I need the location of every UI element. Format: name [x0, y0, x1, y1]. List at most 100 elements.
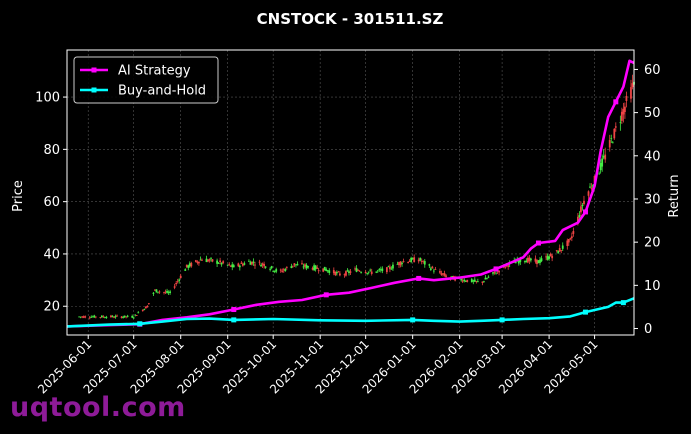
chart-title: CNSTOCK - 301511.SZ — [257, 10, 444, 28]
candle-body — [282, 269, 285, 271]
series-marker — [231, 307, 237, 313]
candle-body — [432, 270, 435, 272]
candle-body — [317, 270, 320, 272]
candle-body — [445, 275, 447, 278]
candle-body — [577, 216, 579, 222]
series-line-ai-strategy — [66, 59, 635, 328]
candle-body — [526, 257, 529, 263]
candle-body — [316, 267, 319, 269]
candle-body — [167, 292, 170, 293]
candle-body — [295, 264, 297, 266]
candle-body — [514, 261, 517, 264]
candle-body — [126, 315, 129, 317]
candle-body — [589, 186, 591, 188]
candle-body — [270, 266, 273, 269]
candle-body — [570, 236, 573, 239]
candle-body — [187, 265, 190, 268]
candle-body — [551, 255, 554, 259]
candle-body — [190, 262, 193, 267]
candle-body — [487, 276, 490, 278]
y-axis-label-right: Return — [667, 174, 682, 217]
candle-body — [549, 253, 552, 257]
candle-body — [517, 260, 520, 264]
candle-body — [355, 268, 358, 272]
candle-body — [251, 261, 253, 265]
candle-body — [188, 263, 191, 267]
candle-body — [173, 286, 176, 288]
candle-body — [100, 315, 103, 318]
candle-body — [155, 289, 158, 293]
candle-body — [157, 291, 159, 293]
candle-body — [166, 290, 168, 293]
candle-body — [561, 245, 564, 249]
candle-body — [613, 128, 616, 139]
candle-body — [358, 270, 361, 272]
candle-body — [348, 271, 350, 273]
candle-body — [238, 265, 241, 268]
legend-label: AI Strategy — [118, 64, 191, 79]
plot-frame — [66, 49, 635, 336]
candle-body — [90, 316, 93, 318]
candle-body — [614, 126, 617, 128]
candle-body — [555, 250, 558, 252]
candle-body — [254, 264, 256, 266]
candle-body — [492, 272, 494, 274]
candle-body — [381, 268, 384, 271]
candle-body — [102, 316, 105, 318]
candle-body — [504, 266, 507, 268]
candle-body — [143, 308, 146, 310]
candle-body — [580, 206, 582, 213]
candle-body — [366, 273, 369, 274]
candle-body — [390, 268, 393, 270]
candle-body — [581, 204, 584, 207]
candle-body — [313, 265, 316, 271]
candle-body — [301, 263, 303, 265]
candle-body — [423, 261, 426, 265]
candle-body — [334, 271, 337, 276]
candle-body — [111, 315, 114, 317]
candle-body — [569, 238, 572, 240]
candle-body — [135, 315, 138, 317]
candle-body — [523, 260, 526, 262]
candle-body — [199, 259, 202, 261]
candle-body — [228, 263, 231, 265]
candle-body — [208, 259, 211, 261]
candle-body — [304, 264, 306, 267]
candle-body — [495, 273, 497, 275]
candle-body — [184, 269, 187, 271]
candle-body — [408, 261, 411, 262]
candle-body — [240, 262, 243, 264]
candle-body — [210, 258, 212, 260]
candle-body — [314, 265, 317, 270]
candle-body — [325, 269, 328, 271]
candle-body — [122, 316, 124, 318]
candle-body — [94, 316, 97, 318]
candle-body — [590, 188, 593, 190]
candle-body — [461, 280, 464, 282]
candle-body — [201, 259, 203, 261]
candle-body — [281, 270, 284, 272]
candle-body — [243, 263, 246, 265]
candle-body — [125, 316, 128, 318]
candle-body — [258, 261, 261, 263]
candle-body — [332, 270, 335, 274]
candle-body — [105, 316, 108, 318]
candle-body — [407, 261, 410, 263]
candle-body — [302, 266, 305, 268]
candle-body — [598, 173, 601, 175]
candle-body — [229, 265, 232, 267]
y-tick-label-right: 20 — [644, 236, 661, 251]
candle-body — [507, 265, 510, 267]
candle-body — [82, 316, 85, 318]
candle-body — [622, 109, 625, 115]
candle-body — [498, 270, 500, 273]
candle-body — [583, 200, 585, 205]
candle-body — [134, 314, 137, 316]
candle-body — [375, 271, 378, 273]
candle-body — [194, 260, 197, 262]
candle-body — [463, 279, 466, 281]
candle-body — [328, 270, 331, 273]
candle-body — [78, 316, 81, 318]
candle-body — [152, 292, 155, 294]
candle-body — [429, 268, 432, 270]
